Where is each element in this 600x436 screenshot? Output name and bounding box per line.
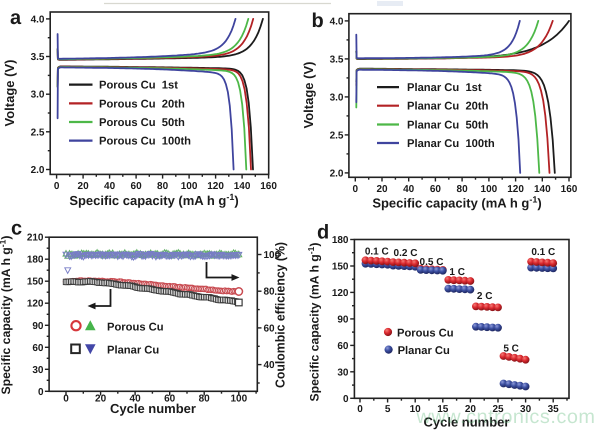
svg-text:60: 60 — [131, 181, 143, 192]
svg-text:100: 100 — [181, 181, 198, 192]
svg-text:4.0: 4.0 — [330, 16, 344, 27]
svg-text:30: 30 — [520, 404, 532, 415]
svg-text:210: 210 — [27, 233, 44, 244]
svg-text:Porous Cu 20th: Porous Cu 20th — [99, 98, 185, 110]
svg-text:2.0: 2.0 — [31, 165, 45, 176]
svg-text:30: 30 — [337, 367, 349, 378]
svg-text:0: 0 — [353, 184, 359, 195]
svg-text:1 C: 1 C — [449, 267, 465, 278]
svg-text:b: b — [312, 10, 324, 32]
svg-text:3.5: 3.5 — [330, 54, 344, 65]
svg-text:Planar Cu 1st: Planar Cu 1st — [407, 82, 482, 94]
svg-text:25: 25 — [492, 404, 504, 415]
svg-text:0: 0 — [63, 393, 69, 404]
svg-text:2.5: 2.5 — [31, 127, 45, 138]
svg-text:20: 20 — [376, 184, 388, 195]
svg-text:100: 100 — [264, 250, 281, 261]
svg-text:Coulombic efficiency (%): Coulombic efficiency (%) — [273, 242, 288, 388]
svg-text:140: 140 — [234, 181, 251, 192]
svg-text:0: 0 — [343, 394, 349, 405]
svg-text:40: 40 — [264, 360, 276, 371]
svg-text:0: 0 — [357, 404, 363, 415]
svg-text:0: 0 — [54, 181, 60, 192]
svg-text:60: 60 — [164, 393, 176, 404]
svg-text:20: 20 — [78, 181, 90, 192]
svg-text:30: 30 — [32, 365, 44, 376]
svg-text:90: 90 — [337, 314, 349, 325]
svg-text:40: 40 — [130, 393, 142, 404]
svg-text:160: 160 — [561, 184, 578, 195]
svg-text:5 C: 5 C — [503, 343, 519, 354]
svg-text:c: c — [11, 218, 22, 240]
svg-text:Porous Cu: Porous Cu — [107, 322, 164, 334]
svg-text:100: 100 — [481, 184, 498, 195]
svg-text:120: 120 — [207, 181, 224, 192]
svg-text:Planar Cu: Planar Cu — [398, 345, 450, 357]
svg-text:120: 120 — [27, 299, 44, 310]
svg-text:80: 80 — [457, 184, 469, 195]
svg-text:40: 40 — [104, 181, 116, 192]
svg-text:Voltage (V): Voltage (V) — [301, 62, 316, 129]
svg-text:2.0: 2.0 — [330, 168, 344, 179]
svg-text:www.cntronics.com: www.cntronics.com — [415, 406, 595, 428]
svg-text:Cycle number: Cycle number — [424, 415, 510, 430]
svg-text:Specific capacity (mA h g-1): Specific capacity (mA h g-1) — [372, 195, 541, 211]
svg-text:0.5 C: 0.5 C — [420, 257, 444, 268]
svg-text:60: 60 — [32, 343, 44, 354]
svg-text:Planar Cu 50th: Planar Cu 50th — [407, 120, 489, 132]
svg-text:140: 140 — [534, 184, 551, 195]
svg-text:80: 80 — [199, 393, 211, 404]
svg-text:180: 180 — [332, 235, 349, 246]
svg-text:60: 60 — [337, 341, 349, 352]
svg-text:2 C: 2 C — [477, 291, 493, 302]
svg-text:Cycle number: Cycle number — [110, 401, 196, 416]
svg-text:0.1 C: 0.1 C — [531, 247, 555, 258]
svg-text:60: 60 — [430, 184, 442, 195]
svg-text:0.2 C: 0.2 C — [394, 248, 418, 259]
svg-text:60: 60 — [264, 323, 276, 334]
svg-text:10: 10 — [410, 404, 422, 415]
svg-text:150: 150 — [332, 262, 349, 273]
svg-text:Porous Cu 100th: Porous Cu 100th — [99, 136, 191, 148]
svg-text:0.1 C: 0.1 C — [365, 247, 389, 258]
svg-text:Porous Cu: Porous Cu — [397, 327, 454, 339]
svg-text:90: 90 — [32, 321, 44, 332]
svg-text:3.0: 3.0 — [330, 92, 344, 103]
svg-text:3.5: 3.5 — [31, 52, 45, 63]
svg-text:20: 20 — [95, 393, 107, 404]
svg-text:4.0: 4.0 — [31, 14, 45, 25]
svg-text:5: 5 — [385, 404, 391, 415]
svg-text:Specific capacity (mA h g-1): Specific capacity (mA h g-1) — [306, 243, 322, 402]
svg-text:Porous Cu 1st: Porous Cu 1st — [99, 80, 178, 92]
svg-text:Planar Cu 100th: Planar Cu 100th — [407, 138, 495, 150]
svg-text:0: 0 — [38, 387, 44, 398]
svg-text:35: 35 — [548, 404, 560, 415]
svg-text:Planar Cu: Planar Cu — [107, 345, 159, 357]
svg-text:Voltage (V): Voltage (V) — [2, 60, 17, 127]
svg-text:20: 20 — [465, 404, 477, 415]
svg-text:Specific capacity (mA h g-1): Specific capacity (mA h g-1) — [0, 236, 13, 395]
svg-text:15: 15 — [437, 404, 449, 415]
svg-text:3.0: 3.0 — [31, 90, 45, 101]
svg-text:150: 150 — [27, 277, 44, 288]
svg-text:120: 120 — [507, 184, 524, 195]
svg-text:120: 120 — [332, 288, 349, 299]
svg-text:a: a — [10, 7, 22, 29]
svg-text:180: 180 — [27, 255, 44, 266]
svg-text:160: 160 — [260, 181, 277, 192]
svg-text:80: 80 — [264, 287, 276, 298]
svg-text:Porous Cu 50th: Porous Cu 50th — [99, 117, 185, 129]
svg-text:2.5: 2.5 — [330, 130, 344, 141]
svg-text:40: 40 — [403, 184, 415, 195]
svg-text:d: d — [317, 222, 329, 244]
svg-text:100: 100 — [230, 393, 247, 404]
svg-text:Specific capacity (mA h g-1): Specific capacity (mA h g-1) — [69, 192, 238, 208]
svg-text:Planar Cu 20th: Planar Cu 20th — [407, 101, 489, 113]
svg-text:80: 80 — [157, 181, 169, 192]
